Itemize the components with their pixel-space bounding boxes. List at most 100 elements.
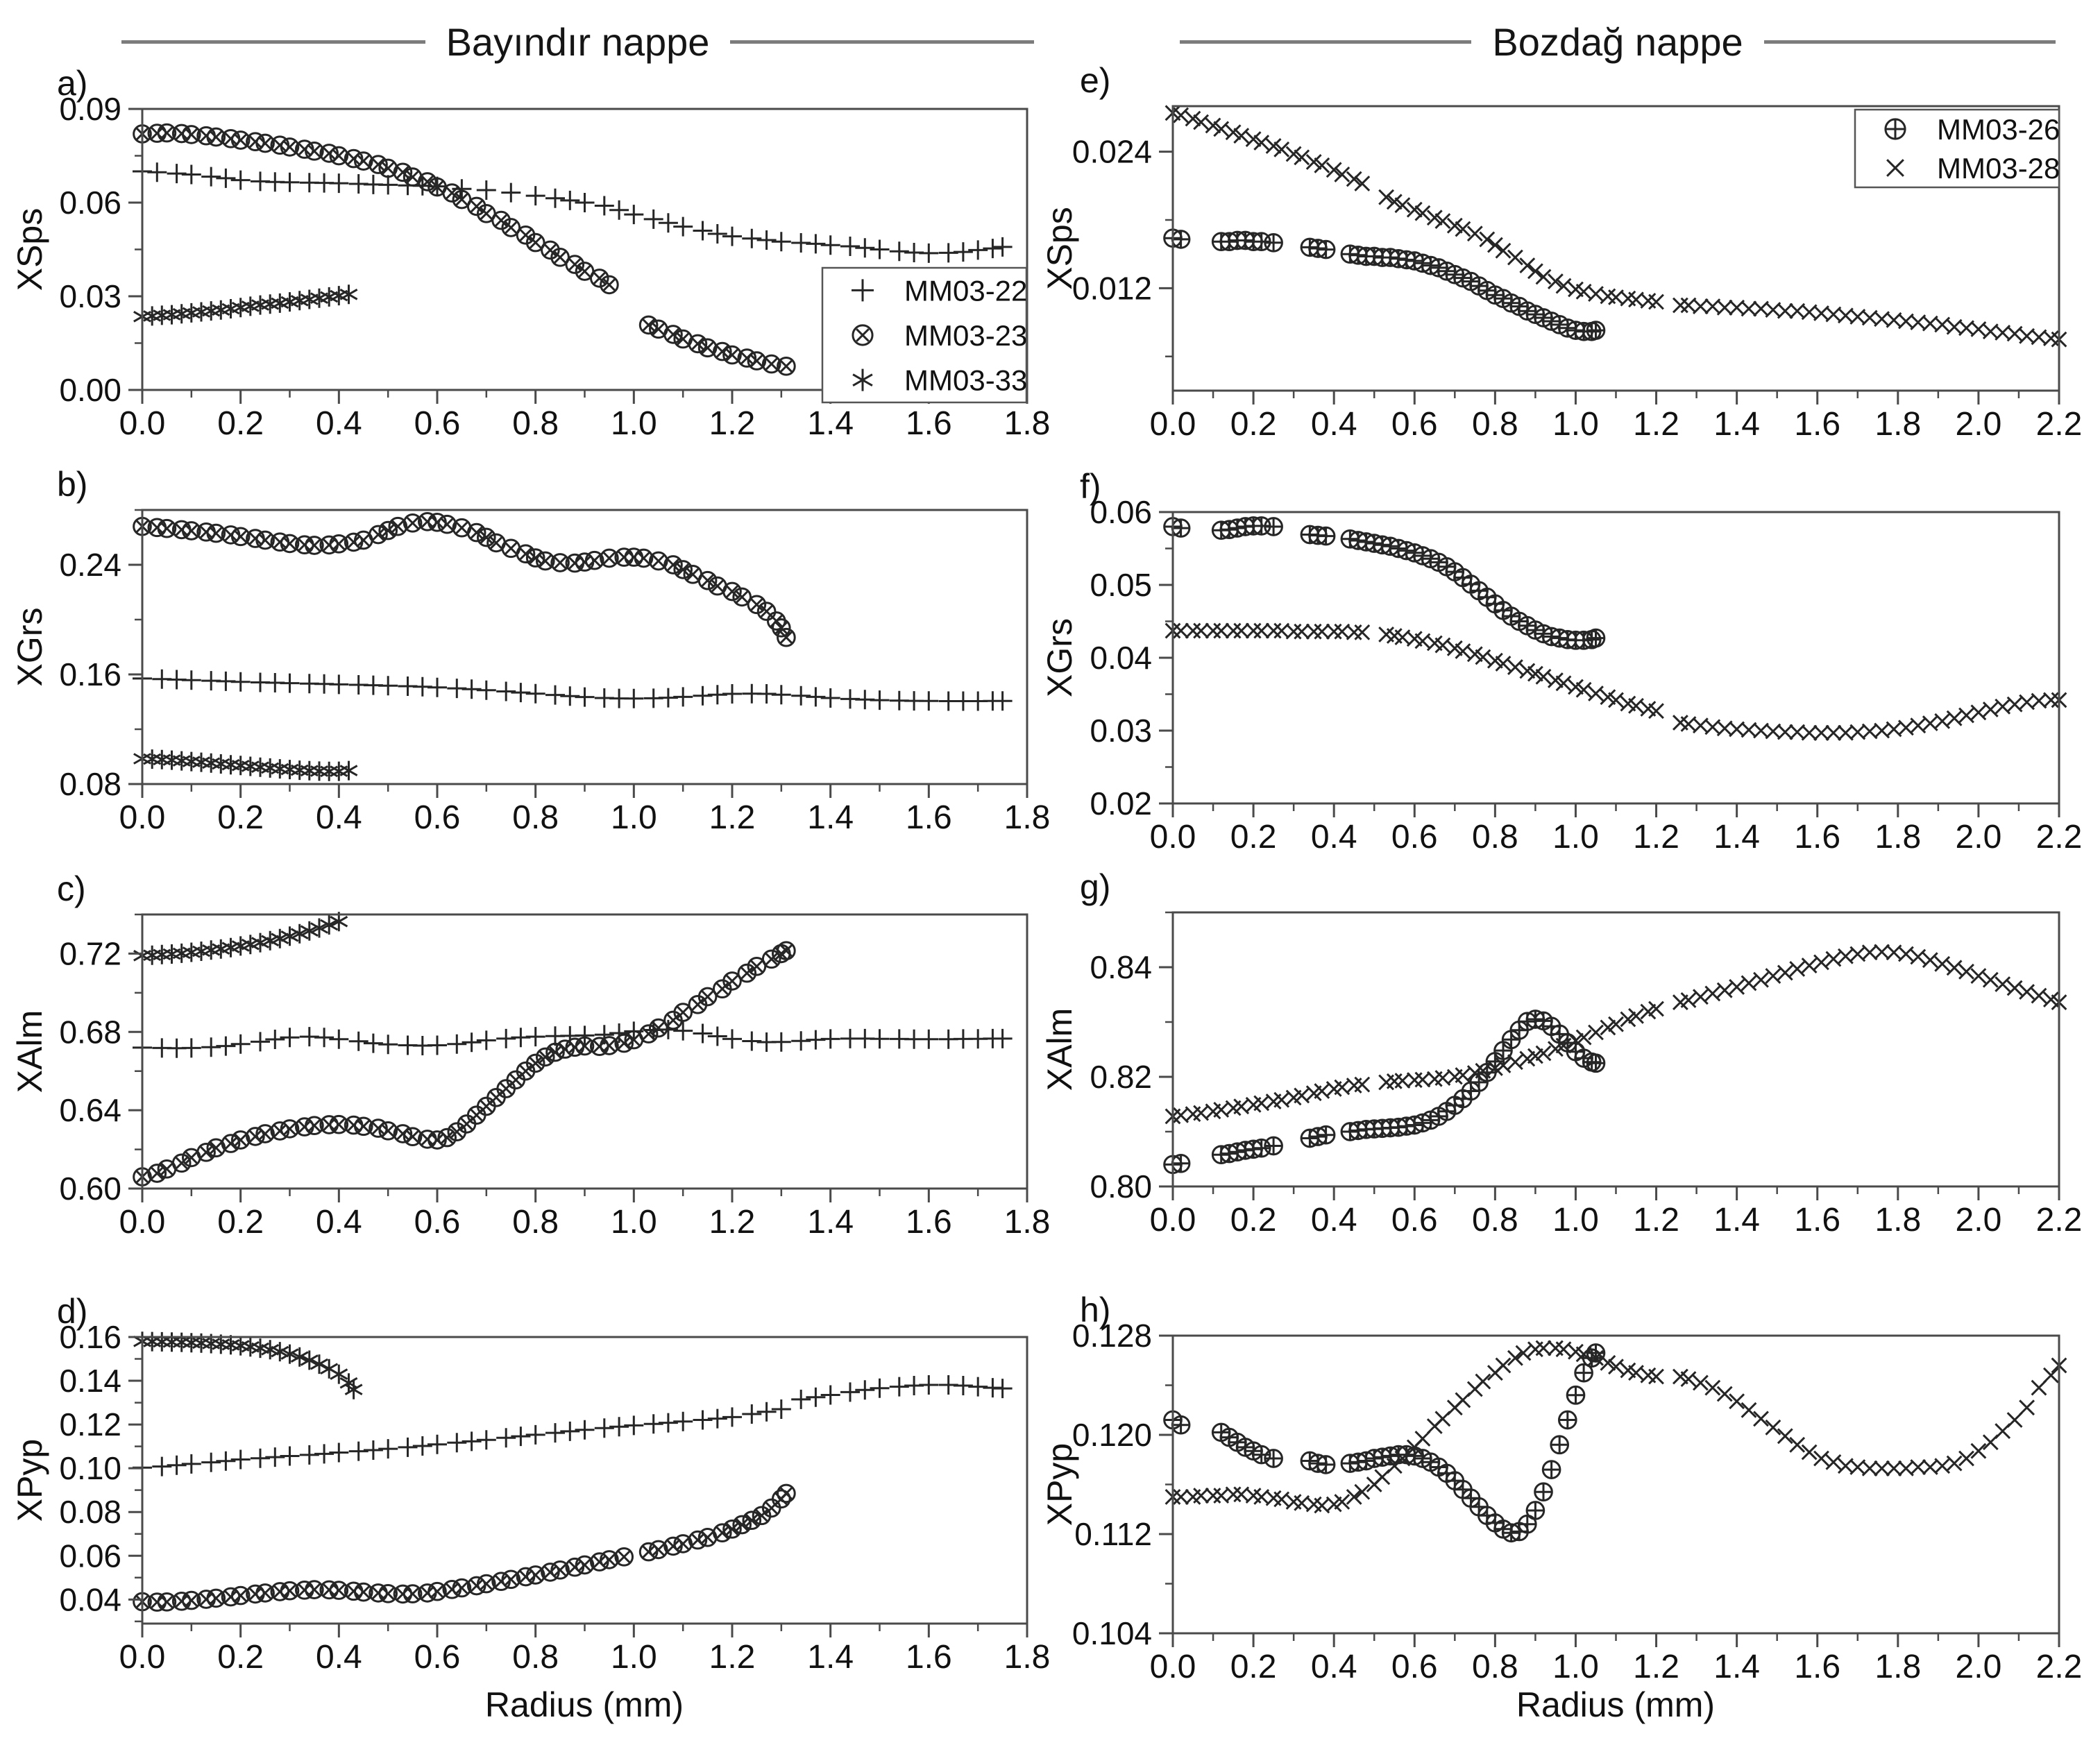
panel-letter: h): [1080, 1291, 1110, 1329]
x-tick-label: 0.8: [1472, 1649, 1518, 1685]
x-tick-label: 1.2: [1633, 819, 1679, 856]
title-rule-icon: [121, 40, 425, 44]
column-title-right: Bozdağ nappe: [1180, 18, 2056, 65]
major-ticks: [1159, 966, 2060, 1200]
panel-letter: a): [57, 64, 87, 103]
circle-plus-marker-icon: [1884, 118, 1906, 140]
y-axis-label: XGrs: [10, 608, 49, 687]
x-tick-label: 1.2: [1633, 1649, 1679, 1685]
y-tick-label: 0.14: [59, 1363, 121, 1399]
x-tick-label: 1.4: [1713, 1649, 1760, 1685]
x-tick-label: 1.0: [1552, 1202, 1599, 1238]
y-tick-label: 0.16: [59, 656, 121, 692]
y-tick-label: 0.05: [1090, 567, 1152, 603]
x-tick-label: 0.8: [512, 799, 559, 836]
x-tick-label: 0.6: [1391, 819, 1438, 856]
x-tick-label: 0.8: [512, 1639, 559, 1676]
x-tick-label: 1.6: [906, 799, 952, 836]
circle-x-marker-icon: [852, 324, 874, 346]
panel-f: 0.0 0.2 0.4 0.6 0.8 1.0 1.2 1.4 1.6 1.8 2.0 2.2 0.02…: [1040, 467, 2082, 856]
title-rule-icon: [1763, 40, 2056, 44]
axes-box: [141, 1336, 1028, 1625]
y-tick-label: 0.104: [1072, 1615, 1152, 1651]
x-tick-label: 1.0: [1552, 406, 1599, 443]
panel-h: 0.0 0.2 0.4 0.6 0.8 1.0 1.2 1.4 1.6 1.8 2.0 2.2 0.10…: [1040, 1291, 2082, 1685]
legend-label: MM03-33: [904, 364, 1027, 397]
x-tick-label: 2.0: [1956, 1202, 2002, 1238]
x-tick-label: 2.0: [1956, 1649, 2002, 1685]
x-tick-label: 1.0: [611, 1204, 657, 1241]
y-tick-label: 0.72: [59, 935, 121, 971]
x-tick-label: 0.2: [217, 799, 264, 836]
y-axis-label: XAlm: [1040, 1008, 1079, 1091]
x-tick-label: 0.2: [1230, 1202, 1277, 1238]
legend-label: MM03-28: [1937, 152, 2060, 185]
axes-box: [141, 913, 1028, 1190]
x-tick-label: 1.8: [1004, 1639, 1051, 1676]
x-tick-label: 0.6: [1391, 1202, 1438, 1238]
legend-label: MM03-26: [1937, 113, 2060, 146]
x-tick-label: 0.2: [1230, 1649, 1277, 1685]
y-tick-label: 0.82: [1090, 1059, 1152, 1095]
x-tick-label: 0.4: [1311, 1202, 1357, 1238]
x-tick-label: 0.0: [1150, 406, 1196, 443]
column-title-left-text: Bayındır nappe: [446, 19, 710, 64]
y-tick-label: 0.00: [59, 372, 121, 408]
plus-marker-icon: [852, 279, 874, 302]
y-tick-label: 0.12: [59, 1406, 121, 1442]
panel-c: 0.0 0.2 0.4 0.6 0.8 1.0 1.2 1.4 1.6 1.8 0.60 0.64 0.…: [10, 869, 1050, 1241]
x-tick-label: 0.8: [1472, 1202, 1518, 1238]
x-tick-label: 0.2: [217, 1204, 264, 1241]
x-tick-label: 1.2: [709, 1639, 756, 1676]
series-MM03-22: [133, 668, 1013, 711]
series-MM03-22: [133, 162, 1013, 263]
y-tick-label: 0.024: [1072, 134, 1152, 170]
x-tick-label: 0.8: [1472, 406, 1518, 443]
x-tick-label: 1.0: [611, 405, 657, 442]
x-tick-label: 1.2: [1633, 1202, 1679, 1238]
x-tick-label: 0.0: [119, 799, 166, 836]
series-MM03-33: [133, 1331, 363, 1399]
x-tick-label: 0.6: [414, 799, 461, 836]
legend-e: MM03-26 MM03-28: [1854, 108, 2060, 189]
x-tick-label: 0.6: [414, 1639, 461, 1676]
y-axis-label: XSps: [10, 208, 49, 291]
series-MM03-23: [133, 511, 796, 647]
x-tick-label: 1.8: [1004, 405, 1051, 442]
panel-letter: c): [57, 869, 86, 908]
series-MM03-22: [133, 1375, 1013, 1478]
axes-box: [141, 509, 1028, 785]
legend-label: MM03-23: [904, 319, 1027, 352]
x-tick-label: 0.0: [1150, 1649, 1196, 1685]
x-tick-label: 0.6: [414, 405, 461, 442]
title-rule-icon: [1180, 40, 1472, 44]
series-MM03-26: [1163, 516, 1606, 650]
x-tick-label: 1.0: [611, 799, 657, 836]
minor-ticks: [1165, 1384, 2020, 1641]
x-tick-label: 0.0: [119, 405, 166, 442]
x-tick-label: 1.2: [1633, 406, 1679, 443]
x-tick-label: 0.0: [1150, 1202, 1196, 1238]
x-tick-label: 1.4: [1713, 406, 1760, 443]
x-tick-label: 1.8: [1874, 819, 1921, 856]
x-tick-label: 1.8: [1004, 1204, 1051, 1241]
x-tick-label: 1.2: [709, 405, 756, 442]
x-tick-label: 1.0: [1552, 819, 1599, 856]
series-MM03-33: [133, 912, 348, 966]
minor-ticks: [1165, 547, 2020, 811]
y-axis-label: XSps: [1040, 207, 1079, 290]
panel-letter: b): [57, 465, 87, 504]
x-tick-label: 2.0: [1956, 819, 2002, 856]
y-tick-label: 0.09: [59, 91, 121, 127]
x-tick-label: 0.4: [316, 405, 362, 442]
x-tick-label: 1.6: [1794, 406, 1840, 443]
y-tick-label: 0.84: [1090, 949, 1152, 985]
panel-letter: d): [57, 1292, 87, 1331]
x-tick-label: 1.2: [709, 799, 756, 836]
panel-b: 0.0 0.2 0.4 0.6 0.8 1.0 1.2 1.4 1.6 1.8 0.08 0.16 0.…: [10, 465, 1050, 836]
y-tick-label: 0.04: [59, 1581, 121, 1617]
axes-box: [1171, 511, 2060, 805]
y-tick-label: 0.012: [1072, 270, 1152, 306]
y-tick-label: 0.64: [59, 1092, 121, 1128]
x-tick-label: 1.0: [611, 1639, 657, 1676]
